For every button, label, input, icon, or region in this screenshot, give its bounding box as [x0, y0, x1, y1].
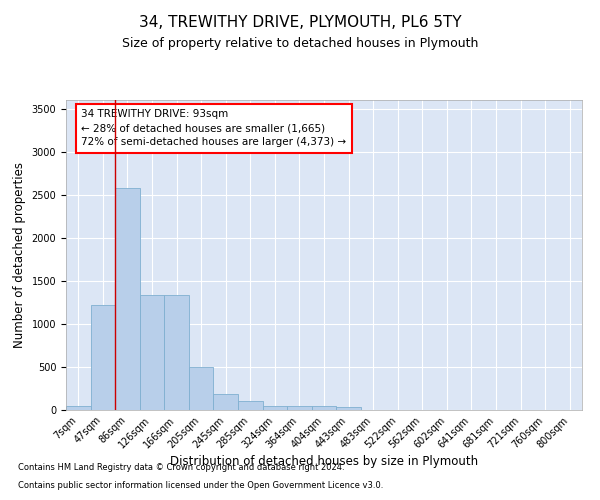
- Bar: [263, 406, 287, 410]
- Text: Size of property relative to detached houses in Plymouth: Size of property relative to detached ho…: [122, 38, 478, 51]
- Bar: [140, 294, 164, 410]
- Bar: [336, 407, 361, 410]
- Bar: [214, 394, 238, 410]
- Bar: [312, 406, 336, 410]
- Bar: [238, 400, 263, 410]
- Text: Contains HM Land Registry data © Crown copyright and database right 2024.: Contains HM Land Registry data © Crown c…: [18, 464, 344, 472]
- Y-axis label: Number of detached properties: Number of detached properties: [13, 162, 26, 348]
- Bar: [91, 305, 115, 410]
- Text: 34, TREWITHY DRIVE, PLYMOUTH, PL6 5TY: 34, TREWITHY DRIVE, PLYMOUTH, PL6 5TY: [139, 15, 461, 30]
- Bar: [189, 367, 214, 410]
- Bar: [164, 294, 189, 410]
- Text: Contains public sector information licensed under the Open Government Licence v3: Contains public sector information licen…: [18, 481, 383, 490]
- Bar: [287, 406, 312, 410]
- Bar: [66, 406, 91, 410]
- Text: 34 TREWITHY DRIVE: 93sqm
← 28% of detached houses are smaller (1,665)
72% of sem: 34 TREWITHY DRIVE: 93sqm ← 28% of detach…: [82, 110, 347, 148]
- X-axis label: Distribution of detached houses by size in Plymouth: Distribution of detached houses by size …: [170, 456, 478, 468]
- Bar: [115, 188, 140, 410]
